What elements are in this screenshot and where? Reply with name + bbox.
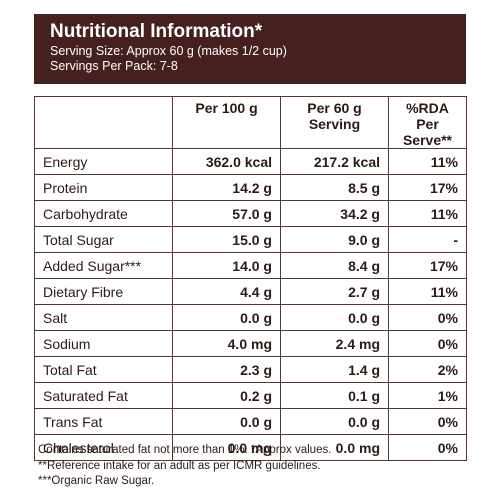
- footnote-reference-intake: **Reference intake for an adult as per I…: [38, 459, 321, 472]
- column-header-rda: %RDA Per Serve**: [388, 96, 467, 149]
- per-100g-value: 4.0 mg: [172, 330, 281, 357]
- column-header-nutrient: [34, 96, 173, 149]
- rda-value: 0%: [388, 330, 467, 357]
- per-serving-value: 0.1 g: [280, 382, 389, 409]
- table-row: Saturated Fat 0.2 g 0.1 g 1%: [34, 382, 467, 409]
- nutrition-panel: Nutritional Information* Serving Size: A…: [34, 14, 467, 461]
- nutrient-name: Carbohydrate: [34, 200, 173, 227]
- nutrient-name: Energy: [34, 148, 173, 175]
- rda-value: 0%: [388, 304, 467, 331]
- table-row: Dietary Fibre 4.4 g 2.7 g 11%: [34, 278, 467, 305]
- rda-value: 0%: [388, 434, 467, 461]
- serving-size: Serving Size: Approx 60 g (makes 1/2 cup…: [50, 44, 287, 58]
- per-100g-value: 0.0 mg: [172, 434, 281, 461]
- per-100g-value: 14.2 g: [172, 174, 281, 201]
- table-row: Protein 14.2 g 8.5 g 17%: [34, 174, 467, 201]
- rda-value: 11%: [388, 200, 467, 227]
- per-serving-value: 2.7 g: [280, 278, 389, 305]
- table-row: Sodium 4.0 mg 2.4 mg 0%: [34, 330, 467, 357]
- footnote-organic-sugar: ***Organic Raw Sugar.: [38, 475, 155, 487]
- per-serving-value: 0.0 g: [280, 408, 389, 435]
- per-100g-value: 0.2 g: [172, 382, 281, 409]
- table-row: Trans Fat 0.0 g 0.0 g 0%: [34, 408, 467, 435]
- nutrition-title: Nutritional Information*: [50, 21, 263, 42]
- per-serving-value: 217.2 kcal: [280, 148, 389, 175]
- rda-value: 17%: [388, 252, 467, 279]
- per-100g-value: 4.4 g: [172, 278, 281, 305]
- nutrition-table: Per 100 g Per 60 g Serving %RDA Per Serv…: [34, 96, 467, 461]
- rda-value: 11%: [388, 278, 467, 305]
- per-serving-value: 9.0 g: [280, 226, 389, 253]
- servings-per-pack: Servings Per Pack: 7-8: [50, 59, 178, 73]
- per-100g-value: 2.3 g: [172, 356, 281, 383]
- per-100g-value: 57.0 g: [172, 200, 281, 227]
- footnotes: Contains saturated fat not more than 1%.…: [38, 443, 331, 490]
- rda-value: 11%: [388, 148, 467, 175]
- nutrition-header: Nutritional Information* Serving Size: A…: [34, 14, 466, 84]
- per-100g-value: 15.0 g: [172, 226, 281, 253]
- table-row: Salt 0.0 g 0.0 g 0%: [34, 304, 467, 331]
- nutrient-name: Cholesterol: [34, 434, 173, 461]
- table-row: Cholesterol 0.0 mg 0.0 mg 0%: [34, 434, 467, 461]
- per-serving-value: 8.5 g: [280, 174, 389, 201]
- rda-value: 1%: [388, 382, 467, 409]
- nutrient-name: Added Sugar***: [34, 252, 173, 279]
- per-100g-value: 0.0 g: [172, 304, 281, 331]
- per-100g-value: 14.0 g: [172, 252, 281, 279]
- rda-value: 2%: [388, 356, 467, 383]
- table-row: Added Sugar*** 14.0 g 8.4 g 17%: [34, 252, 467, 279]
- footnote-saturated-fat: Contains saturated fat not more than 1%.…: [38, 444, 332, 456]
- nutrient-name: Total Sugar: [34, 226, 173, 253]
- column-header-per-100g: Per 100 g: [172, 96, 281, 149]
- per-serving-value: 8.4 g: [280, 252, 389, 279]
- rda-value: -: [388, 226, 467, 253]
- per-serving-value: 1.4 g: [280, 356, 389, 383]
- nutrient-name: Saturated Fat: [34, 382, 173, 409]
- table-row: Total Sugar 15.0 g 9.0 g-: [34, 226, 467, 253]
- per-100g-value: 362.0 kcal: [172, 148, 281, 175]
- per-serving-value: 0.0 g: [280, 304, 389, 331]
- nutrient-name: Trans Fat: [34, 408, 173, 435]
- per-100g-value: 0.0 g: [172, 408, 281, 435]
- rda-value: 0%: [388, 408, 467, 435]
- nutrient-name: Salt: [34, 304, 173, 331]
- table-row: Carbohydrate 57.0 g 34.2 g 11%: [34, 200, 467, 227]
- nutrient-name: Sodium: [34, 330, 173, 357]
- table-row: Total Fat 2.3 g 1.4 g 2%: [34, 356, 467, 383]
- nutrient-name: Protein: [34, 174, 173, 201]
- nutrient-name: Total Fat: [34, 356, 173, 383]
- per-serving-value: 34.2 g: [280, 200, 389, 227]
- per-serving-value: 2.4 mg: [280, 330, 389, 357]
- table-header-row: Per 100 g Per 60 g Serving %RDA Per Serv…: [34, 96, 467, 149]
- nutrient-name: Dietary Fibre: [34, 278, 173, 305]
- rda-value: 17%: [388, 174, 467, 201]
- column-header-per-serving: Per 60 g Serving: [280, 96, 389, 149]
- table-row: Energy 362.0 kcal 217.2 kcal 11%: [34, 148, 467, 175]
